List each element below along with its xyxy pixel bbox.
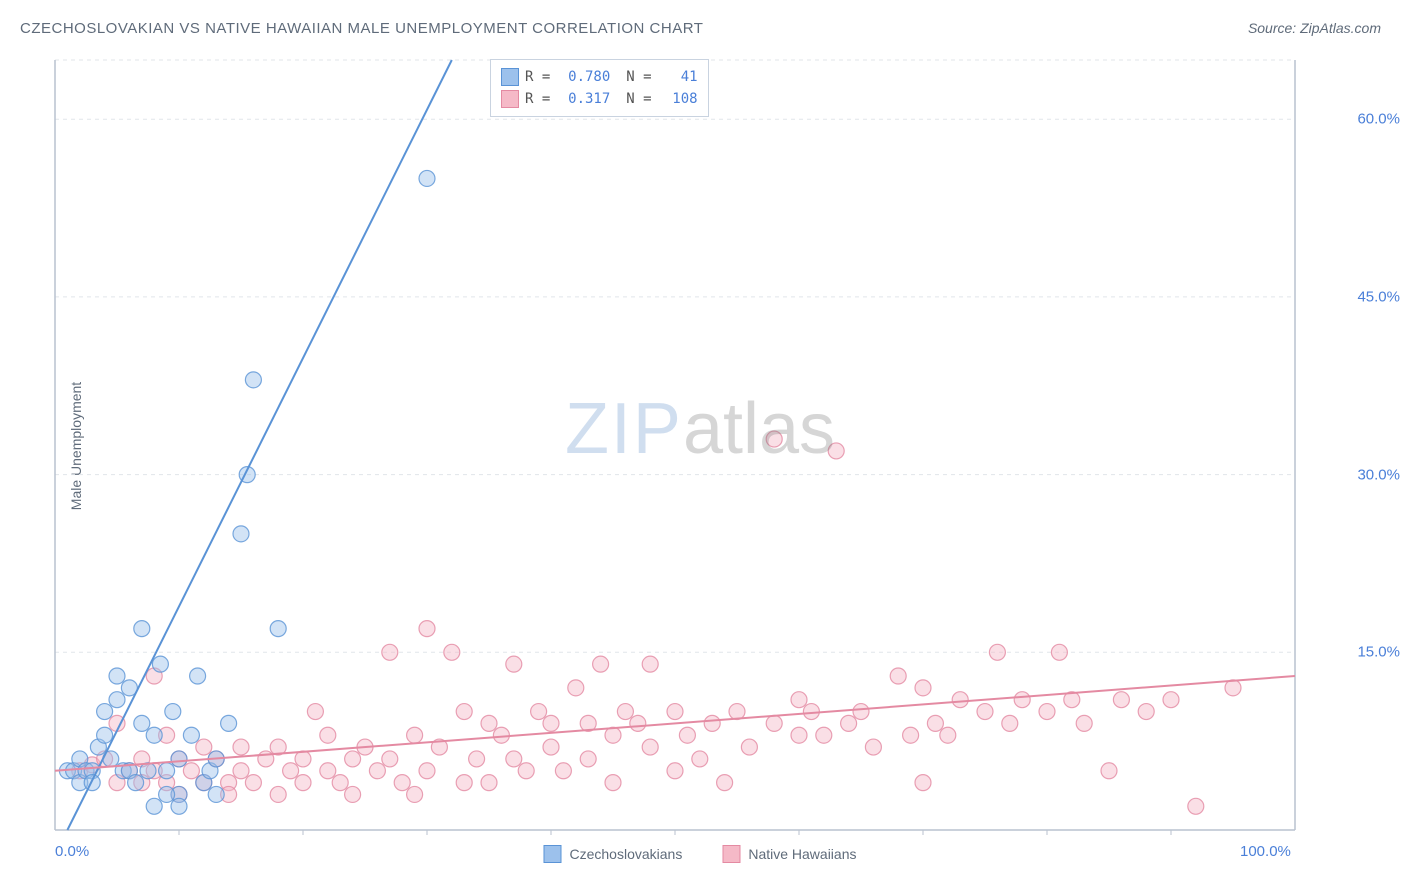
- source-text: Source: ZipAtlas.com: [1248, 20, 1381, 36]
- legend-label-1: Czechoslovakians: [569, 846, 682, 862]
- stats-r-label: R =: [525, 66, 550, 88]
- stats-r-label: R =: [525, 88, 550, 110]
- stats-legend: R = 0.780 N = 41 R = 0.317 N = 108: [490, 59, 709, 117]
- stats-n-value-1: 41: [658, 66, 698, 88]
- x-tick-label: 100.0%: [1240, 843, 1291, 860]
- y-tick-label: 15.0%: [1357, 644, 1400, 661]
- stats-row-series-2: R = 0.317 N = 108: [501, 88, 698, 110]
- stats-n-label: N =: [626, 66, 651, 88]
- stats-r-value-2: 0.317: [556, 88, 610, 110]
- stats-row-series-1: R = 0.780 N = 41: [501, 66, 698, 88]
- x-tick-label: 0.0%: [55, 843, 89, 860]
- legend-swatch-2: [722, 845, 740, 863]
- stats-r-value-1: 0.780: [556, 66, 610, 88]
- chart-title: CZECHOSLOVAKIAN VS NATIVE HAWAIIAN MALE …: [20, 20, 703, 37]
- plot-svg: [50, 55, 1350, 835]
- y-tick-label: 30.0%: [1357, 466, 1400, 483]
- legend-swatch-1: [543, 845, 561, 863]
- y-tick-label: 45.0%: [1357, 288, 1400, 305]
- scatter-plot: ZIPatlas R = 0.780 N = 41 R = 0.317 N = …: [50, 55, 1350, 835]
- legend-item-1: Czechoslovakians: [543, 845, 682, 863]
- bottom-legend: Czechoslovakians Native Hawaiians: [543, 845, 856, 863]
- stats-n-value-2: 108: [658, 88, 698, 110]
- legend-label-2: Native Hawaiians: [748, 846, 856, 862]
- stats-n-label: N =: [626, 88, 651, 110]
- swatch-series-2: [501, 90, 519, 108]
- y-tick-label: 60.0%: [1357, 111, 1400, 128]
- swatch-series-1: [501, 68, 519, 86]
- legend-item-2: Native Hawaiians: [722, 845, 856, 863]
